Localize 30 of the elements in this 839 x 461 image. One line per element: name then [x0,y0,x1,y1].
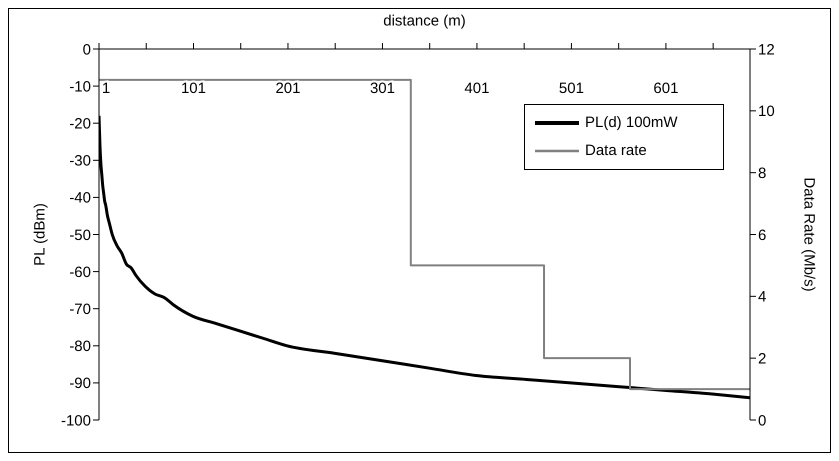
y2-tick-label: 2 [758,350,766,368]
y-tick-label: -40 [69,190,91,207]
x-tick-label: 301 [370,80,395,97]
y-tick-label: 0 [82,41,91,58]
y-tick-label: -60 [69,264,91,281]
x-tick-label: 1 [102,80,110,97]
y-tick-label: -50 [69,226,91,244]
y-tick-label: -100 [60,412,91,430]
y2-tick-label: 4 [758,288,766,306]
y2-tick-label: 8 [758,164,766,182]
legend-label: Data rate [585,141,647,161]
y-tick-label: -70 [69,301,91,318]
x-tick-label: 201 [275,80,300,97]
y-axis-title: PL (dBm) [31,203,48,266]
y-tick-label: -30 [69,152,91,170]
y2-axis-title: Data Rate (Mb/s) [800,177,818,292]
y2-tick-label: 10 [758,103,775,120]
x-axis-title: distance (m) [383,12,466,30]
x-tick-label: 501 [558,80,584,97]
y-tick-label: -20 [69,116,91,133]
y-tick-label: -80 [69,338,91,356]
x-tick-label: 101 [180,80,206,97]
legend-label: PL(d) 100mW [585,113,678,133]
y2-tick-label: 0 [758,412,766,430]
y-tick-label: -90 [69,375,91,392]
x-tick-label: 601 [653,80,678,97]
y-tick-label: -10 [69,78,91,96]
y2-tick-label: 12 [758,41,775,58]
x-tick-label: 401 [464,80,490,97]
y2-tick-label: 6 [758,226,766,244]
